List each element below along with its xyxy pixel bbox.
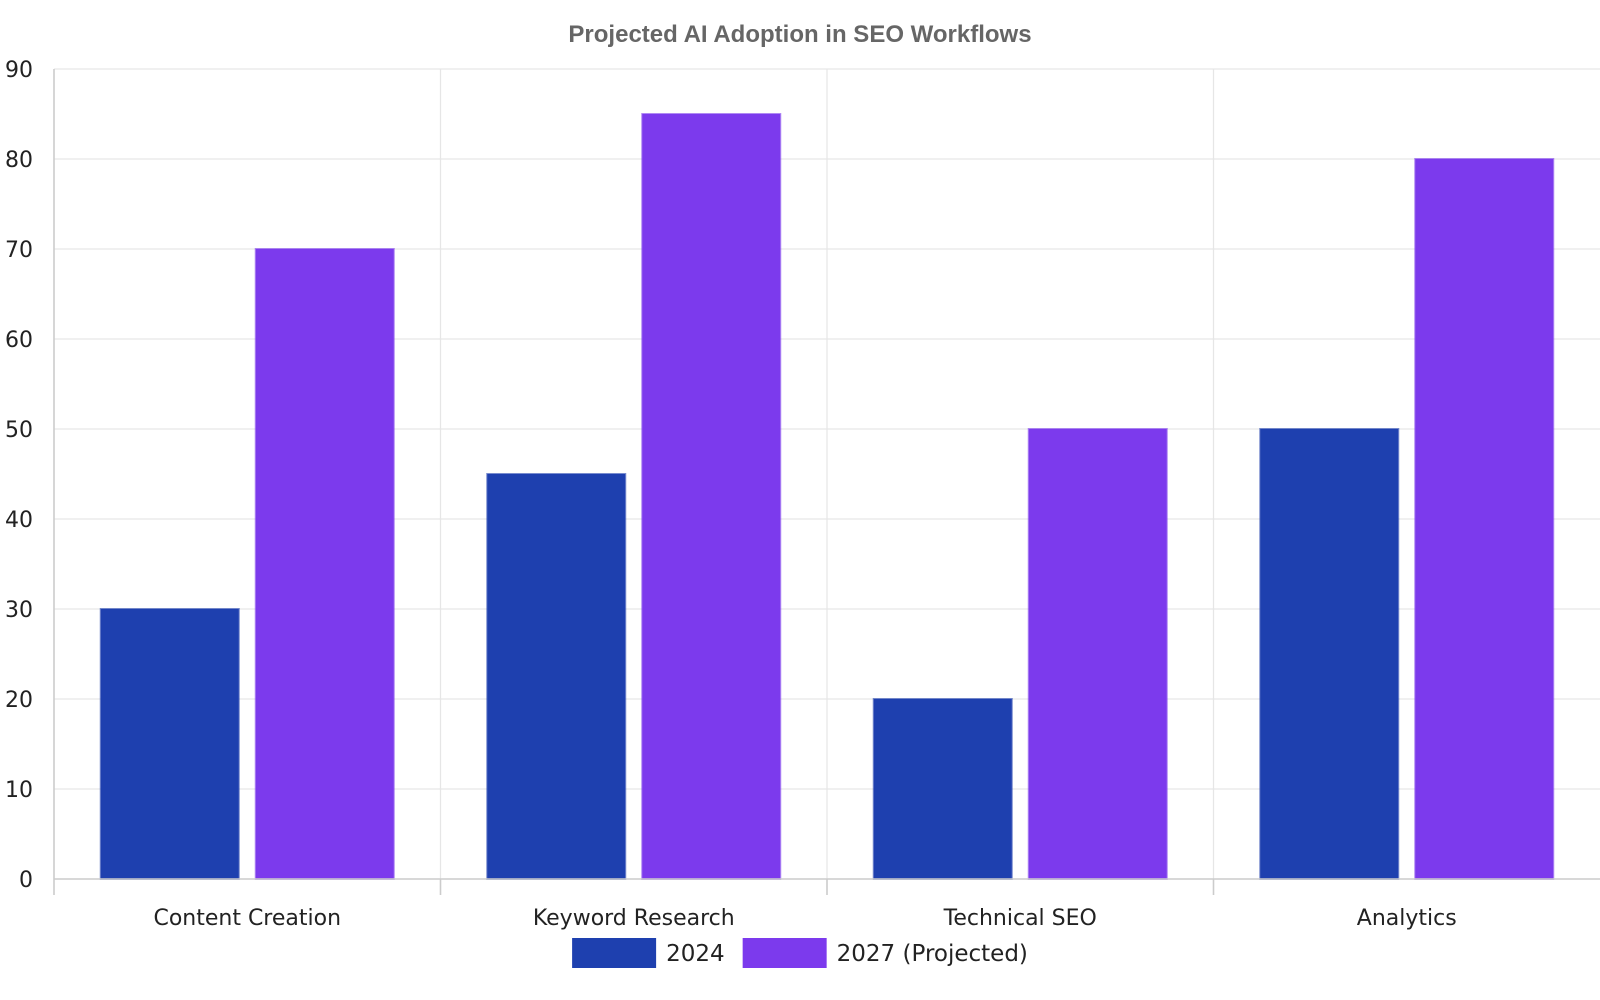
bar-series2-analytics[interactable] xyxy=(1414,158,1555,880)
bar-series1-technical-seo[interactable] xyxy=(872,698,1013,880)
y-tick-label: 10 xyxy=(5,778,33,803)
y-tick-label: 90 xyxy=(5,58,33,83)
x-tick-label: Technical SEO xyxy=(943,906,1097,931)
legend-item-1[interactable]: 2024 xyxy=(572,938,725,968)
y-tick-labels: 0 10 20 30 40 50 60 70 80 90 xyxy=(5,58,33,893)
bars xyxy=(99,113,1555,880)
x-tick-label: Analytics xyxy=(1357,906,1457,931)
x-tick-label: Keyword Research xyxy=(533,906,735,931)
y-tick-label: 40 xyxy=(5,508,33,533)
y-tick-label: 30 xyxy=(5,598,33,623)
legend-swatch xyxy=(742,938,827,968)
legend-item-2[interactable]: 2027 (Projected) xyxy=(742,938,1028,968)
y-tick-label: 0 xyxy=(19,868,33,893)
legend-swatch xyxy=(572,938,657,968)
y-tick-label: 50 xyxy=(5,418,33,443)
y-tick-label: 20 xyxy=(5,688,33,713)
bar-series1-keyword-research[interactable] xyxy=(486,473,627,880)
legend-label: 2027 (Projected) xyxy=(837,941,1028,967)
bar-series1-content-creation[interactable] xyxy=(99,608,240,880)
y-tick-label: 70 xyxy=(5,238,33,263)
axes xyxy=(53,69,1600,895)
legend-label: 2024 xyxy=(666,941,725,967)
bar-series2-technical-seo[interactable] xyxy=(1027,428,1168,880)
chart-title: Projected AI Adoption in SEO Workflows xyxy=(568,21,1031,48)
y-tick-label: 60 xyxy=(5,328,33,353)
x-tick-labels: Content Creation Keyword Research Technica… xyxy=(153,906,1456,931)
x-tick-label: Content Creation xyxy=(153,906,341,931)
bar-series2-keyword-research[interactable] xyxy=(641,113,782,880)
bar-series2-content-creation[interactable] xyxy=(254,248,395,880)
legend[interactable]: 2024 2027 (Projected) xyxy=(572,938,1028,968)
bar-series1-analytics[interactable] xyxy=(1259,428,1400,880)
y-tick-label: 80 xyxy=(5,148,33,173)
